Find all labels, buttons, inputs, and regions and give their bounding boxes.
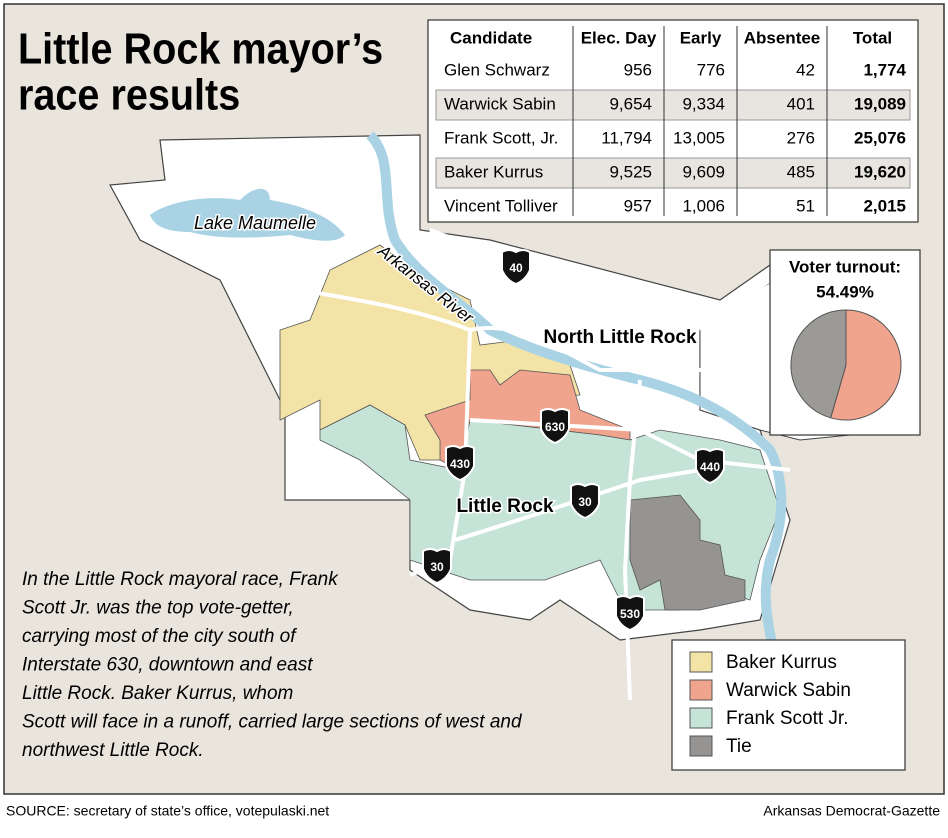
table-cell: 51 [796,196,815,215]
table-cell: 9,525 [609,162,652,181]
table-cell: 1,774 [863,60,906,79]
table-cell: 9,334 [682,94,725,113]
legend-label: Warwick Sabin [726,680,851,701]
table-header: Early [680,28,722,47]
title-line: race results [18,70,240,119]
table-cell: Frank Scott, Jr. [444,128,558,147]
pie-rest [790,309,847,419]
caption-line: In the Little Rock mayoral race, Frank [22,569,339,590]
legend-label: Tie [726,736,752,757]
turnout-pie [790,309,902,421]
legend-swatch [689,679,713,701]
table-cell: 1,006 [682,196,725,215]
legend-label: Frank Scott Jr. [726,708,848,729]
row-shade [435,157,911,189]
table-cell: 19,620 [854,162,906,181]
table-cell: 2,015 [863,196,906,215]
legend-swatch [689,651,713,673]
table-bg [427,19,919,223]
river [366,131,787,661]
shield [570,483,600,520]
table-cell: 776 [697,60,725,79]
caption-line: Little Rock. Baker Kurrus, whom [22,683,293,704]
tie-area [629,494,746,611]
table-cell: 956 [624,60,652,79]
table-cell: 11,794 [601,128,652,147]
results-table: Candidate Elec. Day Early Absentee Total Glen… [427,19,919,223]
caption-line: Scott Jr. was the top vote-getter, [22,598,294,619]
shield-number: 430 [450,457,470,471]
title-line: Little Rock mayor’s [18,24,383,73]
table-header: Absentee [744,28,821,47]
shield-number: 440 [700,460,720,474]
caption-line: carrying most of the city south of [22,626,297,647]
table-cell: Baker Kurrus [444,162,543,181]
table-cell: 957 [624,196,652,215]
table-cell: Glen Schwarz [444,60,550,79]
turnout-label: 54.49% [816,282,874,301]
map-label: Lake Maumelle [194,213,316,233]
table-cell: Vincent Tolliver [444,196,558,215]
shield-number: 30 [578,495,592,509]
shield [540,408,570,445]
table-cell: 19,089 [854,94,906,113]
table-cell: 9,654 [609,94,652,113]
row-shade [435,89,911,121]
shield [615,595,645,632]
shield-number: 40 [509,261,523,275]
table-header: Total [853,28,892,47]
table-cell: Warwick Sabin [444,94,556,113]
shield-number: 630 [545,420,565,434]
pie-slice [830,309,902,421]
legend: Baker Kurrus Warwick Sabin Frank Scott Jr.… [689,651,851,757]
caption: In the Little Rock mayoral race, Frank Sc… [22,569,523,761]
caption-line: Interstate 630, downtown and east [22,655,313,676]
legend-swatch [689,735,713,757]
table-cell: 25,076 [854,128,906,147]
caption-line: northwest Little Rock. [22,740,204,761]
table-cell: 13,005 [673,128,725,147]
table-header: Candidate [450,28,532,47]
turnout-title: Voter turnout: [789,257,901,276]
shield [695,448,725,485]
map-label: North Little Rock [543,327,696,348]
shield [445,445,475,482]
caption-line: Scott will face in a runoff, carried lar… [22,712,523,733]
table-cell: 42 [796,60,815,79]
legend-swatch [689,707,713,729]
table-header: Elec. Day [581,28,657,47]
shield [501,249,531,286]
table-cell: 401 [787,94,815,113]
shield-number: 530 [620,607,640,621]
shield [422,548,452,585]
legend-label: Baker Kurrus [726,652,837,673]
table-cell: 9,609 [682,162,725,181]
credit: Arkansas Democrat-Gazette [763,803,940,819]
table-cell: 485 [787,162,815,181]
table-cell: 276 [787,128,815,147]
shield-number: 30 [430,560,444,574]
source: SOURCE: secretary of state’s office, vot… [6,803,329,819]
map-label: Little Rock [456,496,554,517]
lake [150,188,345,241]
